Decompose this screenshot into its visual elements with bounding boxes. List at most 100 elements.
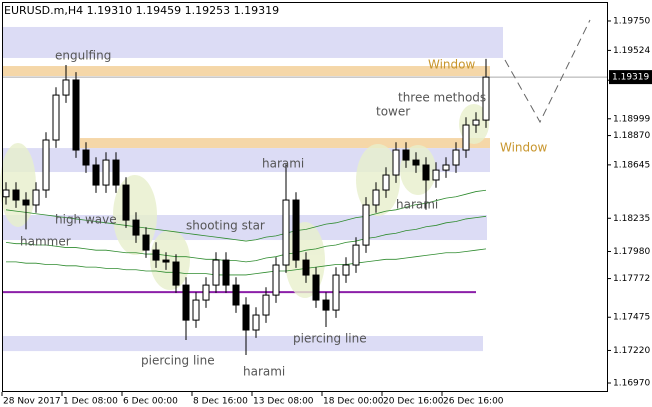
- candle-body: [432, 169, 440, 181]
- x-tick-label: 18 Dec 00:00: [323, 397, 384, 407]
- zone: [3, 336, 483, 352]
- candle-body: [462, 124, 470, 151]
- annotation: harami: [243, 365, 285, 379]
- x-tick-label: 28 Nov 2017: [3, 397, 61, 407]
- candle-body: [302, 259, 310, 276]
- highlight: [356, 144, 400, 216]
- candle-body: [162, 259, 170, 263]
- header: EURUSD.m,H4 1.19310 1.19459 1.19253 1.19…: [4, 4, 279, 17]
- candle-body: [312, 274, 320, 301]
- candle-body: [112, 159, 120, 186]
- candle-body: [222, 259, 230, 286]
- candle-body: [392, 149, 400, 176]
- y-tick-label: 1.17475: [613, 313, 650, 323]
- moving-average: [6, 248, 487, 276]
- candle-body: [12, 189, 20, 201]
- candle-body: [72, 79, 80, 151]
- x-tick-label: 20 Dec 16:00: [383, 397, 444, 407]
- candle-body: [232, 284, 240, 306]
- forecast-path: [504, 19, 591, 124]
- highlight: [0, 143, 36, 227]
- candle-body: [442, 164, 450, 171]
- zone: [80, 138, 490, 149]
- candle-body: [282, 199, 290, 266]
- y-tick-label: 1.18999: [613, 114, 650, 124]
- candle-body: [352, 244, 360, 266]
- moving-average: [5, 215, 487, 263]
- annotation: high wave: [55, 213, 117, 227]
- y-tick-label: 1.16970: [613, 379, 650, 389]
- plot: [2, 58, 607, 356]
- moving-average: [5, 189, 487, 242]
- candle-body: [82, 149, 90, 166]
- y-tick-label: 1.18645: [613, 160, 650, 170]
- candle-body: [362, 204, 370, 246]
- candle-body: [182, 284, 190, 321]
- candle-body: [202, 284, 210, 301]
- last-price-label: 1.19319: [612, 73, 649, 83]
- candle-body: [142, 234, 150, 251]
- candle-body: [92, 164, 100, 186]
- annotation: hammer: [20, 235, 71, 249]
- candle-body: [292, 199, 300, 261]
- annotation: three methods: [398, 91, 486, 105]
- annotation: piercing line: [141, 354, 215, 368]
- y-tick-label: 1.19524: [613, 46, 650, 56]
- candle-body: [372, 189, 380, 206]
- last-price-box: [609, 70, 652, 85]
- candle-body: [22, 199, 30, 206]
- candle-body: [2, 189, 10, 198]
- annotation: engulfing: [55, 49, 111, 63]
- candle-body: [332, 274, 340, 311]
- zones: [3, 26, 503, 352]
- x-tick-label: 26 Dec 16:00: [443, 397, 504, 407]
- zone: [3, 26, 503, 58]
- candle-body: [122, 184, 130, 221]
- x-tick-label: 8 Dec 16:00: [193, 397, 248, 407]
- candle-body: [242, 304, 250, 331]
- y-tick-label: 1.18235: [613, 214, 650, 224]
- annotation: shooting star: [186, 219, 265, 233]
- candle-body: [422, 164, 430, 181]
- annotation: harami: [396, 198, 438, 212]
- candle-body: [252, 314, 260, 331]
- annotation: tower: [376, 105, 410, 119]
- zone: [3, 215, 487, 241]
- candle-body: [342, 264, 350, 276]
- x-tick-label: 6 Dec 00:00: [123, 397, 178, 407]
- annotation: harami: [262, 157, 304, 171]
- annotation: piercing line: [293, 332, 367, 346]
- highlight: [113, 175, 157, 255]
- candle-body: [322, 299, 330, 311]
- y-tick-label: 1.17220: [613, 346, 650, 356]
- x-tick-label: 13 Dec 08:00: [253, 397, 314, 407]
- candle-body: [62, 79, 70, 96]
- plot-frame: [2, 2, 608, 392]
- candle-body: [192, 299, 200, 321]
- y-tick-label: 1.18870: [613, 131, 650, 141]
- candle-body: [102, 159, 110, 186]
- candle-body: [172, 261, 180, 286]
- x-tick-label: 1 Dec 08:00: [63, 397, 118, 407]
- candle-body: [212, 259, 220, 286]
- candle-body: [452, 149, 460, 166]
- candle-body: [262, 294, 270, 316]
- candle-body: [52, 94, 60, 141]
- zone: [3, 66, 490, 77]
- candle-body: [472, 119, 480, 126]
- candle-body: [382, 174, 390, 191]
- candle-body: [272, 264, 280, 296]
- candle-body: [132, 219, 140, 236]
- y-tick-label: 1.17772: [613, 274, 650, 284]
- y-tick-label: 1.17980: [613, 247, 650, 257]
- highlight: [150, 230, 190, 290]
- y-tick-label: 1.19750: [613, 16, 650, 26]
- candle-body: [42, 139, 50, 191]
- annotation: Window: [500, 141, 548, 155]
- candle-body: [482, 76, 490, 121]
- candle-body: [32, 189, 40, 206]
- candle-body: [402, 149, 410, 161]
- annotation: Window: [428, 58, 476, 72]
- candle-body: [412, 159, 420, 166]
